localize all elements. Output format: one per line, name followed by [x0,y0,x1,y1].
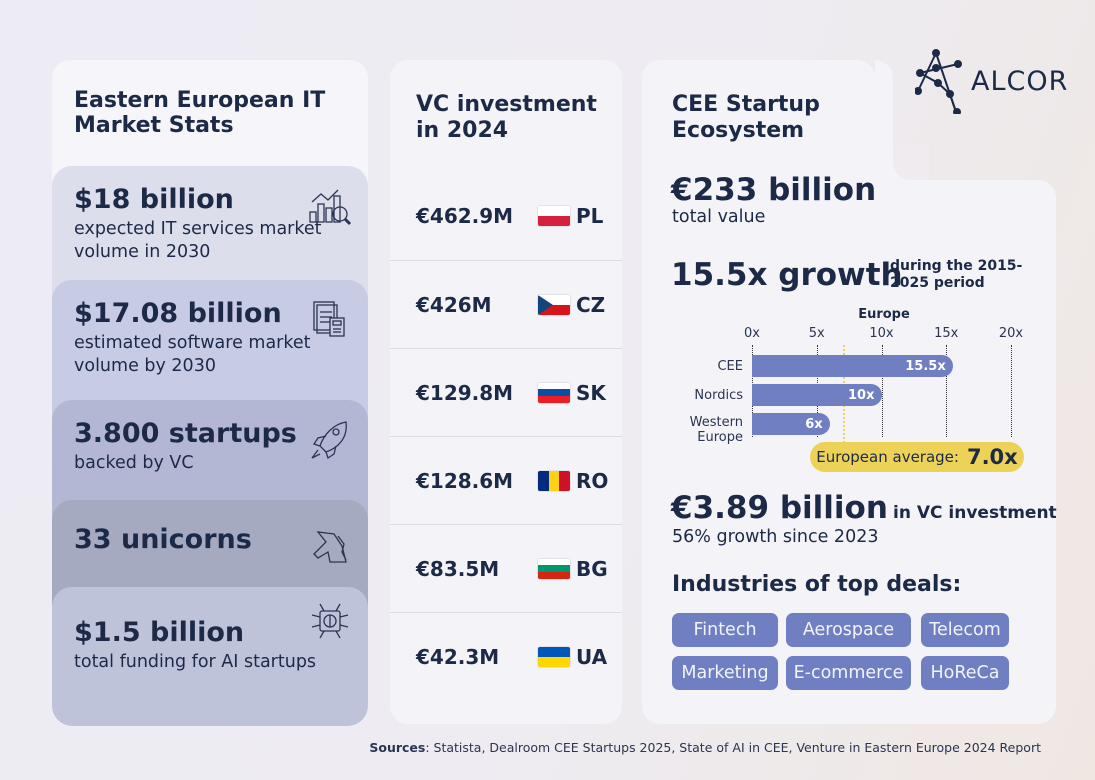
investment-amount: €83.5M [416,556,500,581]
flag-ua-icon [538,646,570,667]
investment-amount: €426M [416,292,492,317]
total-value-label: total value [672,207,766,227]
stat-description: estimated software market volume by 2030 [74,333,311,376]
country-row: €42.3M UA [390,612,622,700]
bar-value-label: 15.5x [905,358,946,374]
industry-tag: E-commerce [786,656,911,690]
country-row: €462.9M PL [390,172,622,260]
stat-description: backed by VC [74,453,194,473]
investment-amount: €462.9M [416,204,514,228]
document-calculator-icon [308,300,352,340]
country-code: PL [576,204,604,228]
growth-note: during the 2015-2025 period [890,258,1023,291]
ecosystem-title: CEE Startup Ecosystem [672,92,820,143]
flag-pl-icon [538,206,570,226]
sources-footer: Sources: Statista, Dealroom CEE Startups… [369,740,1041,755]
category-label: Western Europe [689,415,743,445]
vc-investment-title: VC investment in 2024 [416,92,597,143]
industry-tag: Aerospace [786,613,911,647]
rocket-icon [308,420,352,460]
flag-cz-icon [538,294,570,315]
vc-investment-panel: VC investment in 2024 €462.9M PL €426M C… [390,60,622,724]
market-stats-title: Eastern European IT Market Stats [74,88,326,138]
investment-amount: €128.6M [416,468,514,493]
notch-curve [893,144,929,180]
country-row: €83.5M BG [390,524,622,612]
country-code: SK [576,380,606,405]
unicorn-icon [308,526,352,566]
investment-amount: €42.3M [416,644,500,669]
industry-tag: HoReCa [921,656,1009,690]
x-tick-label: 0x [744,326,760,341]
sources-label: Sources [369,740,426,755]
stat-card: $1.5 billion total funding for AI startu… [52,587,368,726]
alcor-logo: ALCOR [915,46,1067,116]
bar-value-label: 6x [805,416,823,432]
ai-brain-icon [308,601,352,641]
country-row: €426M CZ [390,260,622,348]
stat-value: 33 unicorns [74,524,252,555]
country-row: €129.8M SK [390,348,622,436]
star-logo-icon [915,49,962,114]
gridline [1011,345,1012,437]
country-row: €128.6M RO [390,436,622,524]
gridline [881,345,883,437]
industry-tag: Fintech [672,613,778,647]
bar-0: 15.5x [752,355,953,377]
industries-title: Industries of top deals: [672,572,962,597]
panel-notch [875,60,893,180]
industry-tag: Telecom [921,613,1009,647]
country-code: UA [576,644,608,669]
vc-growth: 56% growth since 2023 [672,527,879,547]
chart-title: Europe [858,307,910,322]
industry-tag: Marketing [672,656,778,690]
flag-bg-icon [538,558,570,579]
vc-value: €3.89 billion [671,490,888,526]
flag-sk-icon [538,382,570,403]
vc-label: in VC investment [893,503,1057,523]
stat-value: 3.800 startups [74,418,297,449]
category-label: CEE [717,359,743,374]
total-value: €233 billion [671,172,877,208]
gridline [946,345,948,437]
x-tick-label: 5x [808,326,825,341]
stat-description: total funding for AI startups [74,652,317,672]
x-tick-label: 10x [869,326,894,341]
market-stats-panel: Eastern European IT Market Stats $18 bil… [52,60,368,726]
category-label: Nordics [694,388,743,403]
flag-ro-icon [538,470,570,491]
bar-value-label: 10x [848,387,875,403]
country-code: BG [576,556,608,581]
country-code: RO [576,468,609,493]
chart-magnifier-icon [308,186,352,226]
stat-description: expected IT services market volume in 20… [74,219,322,262]
brand-name: ALCOR [971,66,1069,97]
stat-value: $18 billion [74,184,234,215]
stat-value: $17.08 billion [74,298,282,329]
bar-2: 6x [752,413,830,435]
x-tick-label: 20x [998,326,1024,341]
vc-total: €3.89 billion in VC investment [671,490,1057,526]
european-average-pill: European average: 7.0x [810,442,1024,472]
growth-value: 15.5x growth [671,257,903,293]
average-label: European average: [816,448,959,466]
bar-1: 10x [752,384,882,406]
x-tick-label: 15x [934,326,959,341]
sources-text: : Statista, Dealroom CEE Startups 2025, … [425,740,1041,755]
country-code: CZ [576,292,606,317]
investment-amount: €129.8M [416,380,514,405]
stat-value: $1.5 billion [74,617,245,648]
average-value: 7.0x [966,445,1018,469]
